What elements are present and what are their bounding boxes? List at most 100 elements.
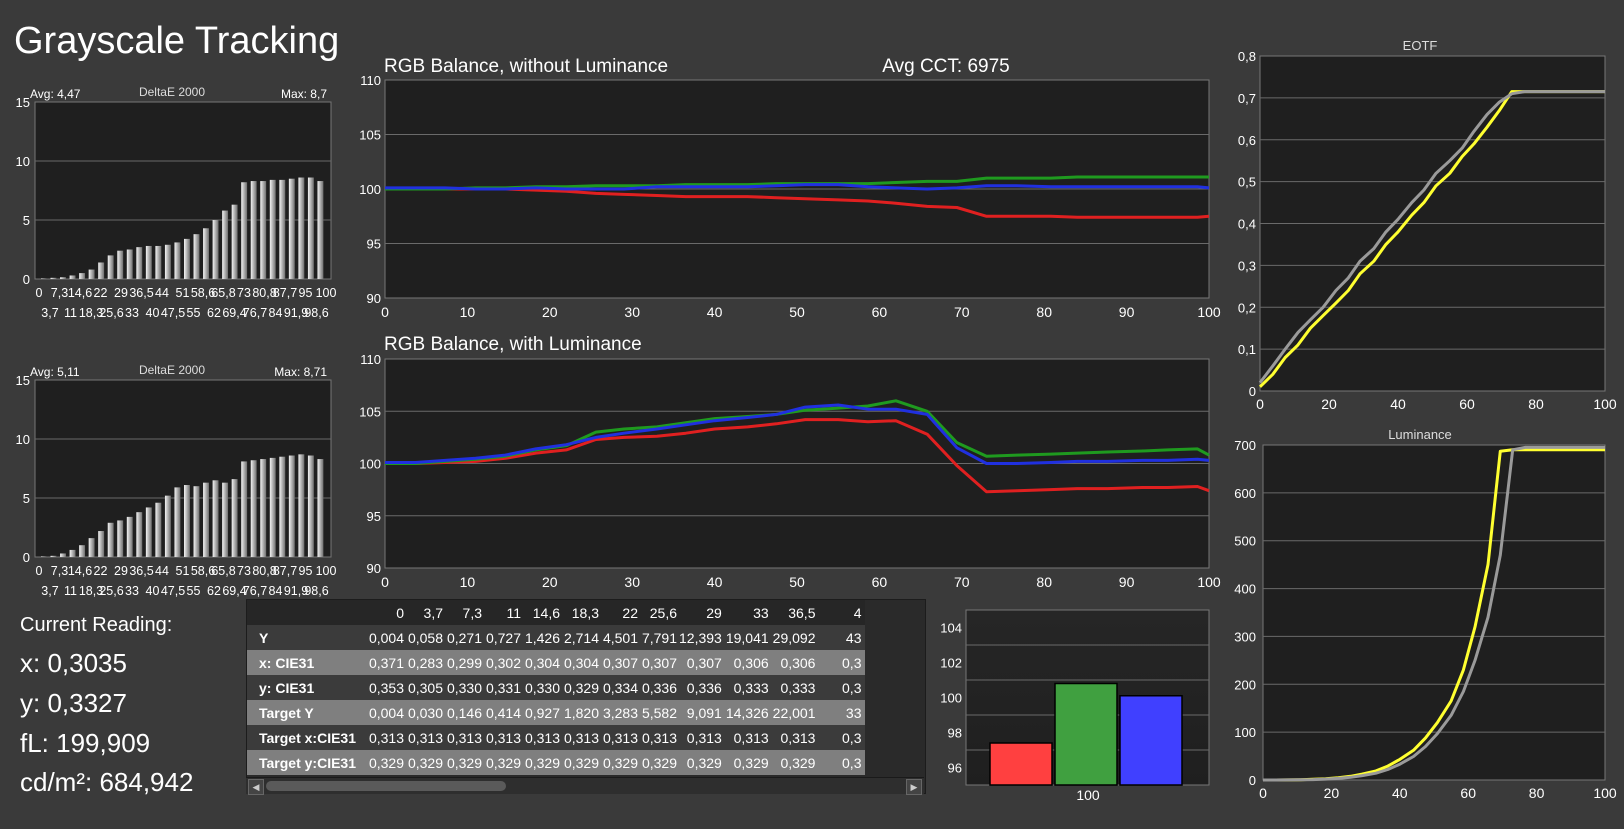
rgb2-ytick: 90 xyxy=(367,561,381,576)
deltae-xtick: 95 xyxy=(299,564,313,578)
rgb-bar-xlabel: 100 xyxy=(1076,787,1100,803)
table-cell: 0,371 xyxy=(367,650,406,675)
deltae-xtick: 3,7 xyxy=(41,306,58,320)
deltae-bar xyxy=(260,181,267,279)
table-cell: 0,333 xyxy=(725,675,773,700)
deltae-bar xyxy=(307,455,314,557)
deltae-plot-area xyxy=(34,379,332,558)
deltae-xtick: 3,7 xyxy=(41,584,58,598)
rgb2-ytick: 95 xyxy=(367,509,381,524)
deltae-bar xyxy=(184,485,190,557)
table-cell: 0,299 xyxy=(445,650,484,675)
measurement-table[interactable]: 0 3,7 7,3 11 14,6 18,3 22 25,6 29 33 36,5 4 Y 0,004 0… xyxy=(246,599,926,794)
deltae-bar xyxy=(269,457,276,557)
table-cell: 0,331 xyxy=(484,675,523,700)
deltae-bar xyxy=(298,454,305,557)
rgb1-title: RGB Balance, without Luminance xyxy=(384,56,668,77)
deltae-xtick: 80,8 xyxy=(252,564,276,578)
deltae-xtick: 44 xyxy=(155,564,169,578)
rgb-bar xyxy=(1119,695,1183,786)
table-column-header: 36,5 xyxy=(772,600,820,625)
table-cell: 0,313 xyxy=(406,725,445,750)
table-cell: 19,041 xyxy=(725,625,773,650)
rgb1-xtick: 50 xyxy=(789,304,805,320)
table-cell: 1,426 xyxy=(523,625,562,650)
scroll-thumb[interactable] xyxy=(266,781,506,791)
deltae-xtick: 98,6 xyxy=(304,306,328,320)
deltae-bar xyxy=(241,461,248,557)
deltae-xtick: 0 xyxy=(36,564,43,578)
table-cell: 0,329 xyxy=(772,750,820,775)
deltae-xtick: 65,8 xyxy=(211,286,235,300)
deltae-xtick: 62 xyxy=(207,306,221,320)
deltae-bar xyxy=(155,245,162,279)
deltae-xtick: 22 xyxy=(94,564,108,578)
eotf-xtick: 20 xyxy=(1321,396,1337,412)
table-cell: 0,329 xyxy=(725,750,773,775)
table-column-header: 14,6 xyxy=(523,600,562,625)
deltae-bar xyxy=(222,210,229,279)
table-cell: 0,329 xyxy=(406,750,445,775)
deltae-bar xyxy=(164,495,171,557)
deltae-xtick: 36,5 xyxy=(129,286,153,300)
deltae-ytick: 15 xyxy=(16,95,30,110)
deltae-xtick: 91,9 xyxy=(284,584,308,598)
table-cell: 0,307 xyxy=(679,650,726,675)
luminance-ytick: 100 xyxy=(1234,725,1256,740)
deltae-xtick: 58,6 xyxy=(191,564,215,578)
reading-fl: fL: 199,909 xyxy=(20,728,151,758)
deltae-ytick: 10 xyxy=(16,154,30,169)
eotf-xtick: 40 xyxy=(1390,396,1406,412)
table-horizontal-scrollbar[interactable]: ◀ ▶ xyxy=(246,777,924,795)
deltae-xtick: 47,5 xyxy=(161,306,185,320)
table-cell: 9,091 xyxy=(679,700,726,725)
row-label: Target Y xyxy=(247,700,367,725)
rgb2-title: RGB Balance, with Luminance xyxy=(384,334,642,355)
table-cell: 0,3 xyxy=(819,750,866,775)
deltae-xtick: 36,5 xyxy=(129,564,153,578)
deltae-bar xyxy=(88,538,95,557)
luminance-xtick: 80 xyxy=(1529,785,1545,801)
table-cell: 0,004 xyxy=(367,625,406,650)
table-cell: 0,333 xyxy=(772,675,820,700)
rgb-bar-ytick: 96 xyxy=(948,761,962,776)
table-cell: 0,305 xyxy=(406,675,445,700)
table-cell: 0,3 xyxy=(819,650,866,675)
rgb2-series-line xyxy=(385,403,1210,465)
rgb2-ytick: 105 xyxy=(359,404,381,419)
deltae-bar xyxy=(79,545,86,557)
table-cell: 0,727 xyxy=(484,625,523,650)
table-cell: 0,004 xyxy=(367,700,406,725)
rgb2-series-line xyxy=(385,418,1210,494)
table-cell: 0,329 xyxy=(640,750,679,775)
rgb-bar xyxy=(1054,682,1118,786)
table-column-header: 0 xyxy=(367,600,406,625)
avg-cct: Avg CCT: 6975 xyxy=(882,56,1009,77)
scroll-right-arrow-icon[interactable]: ▶ xyxy=(906,779,922,795)
scroll-left-arrow-icon[interactable]: ◀ xyxy=(248,779,264,795)
table-cell: 29,092 xyxy=(772,625,820,650)
table-cell: 0,283 xyxy=(406,650,445,675)
deltae-ytick: 5 xyxy=(23,213,30,228)
deltae-bar xyxy=(193,486,200,557)
table-cell: 0,414 xyxy=(484,700,523,725)
table-cell: 0,313 xyxy=(601,725,640,750)
luminance-ytick: 700 xyxy=(1234,438,1256,453)
deltae-bar xyxy=(317,181,324,279)
deltae-bar xyxy=(98,531,105,557)
rgb2-xtick: 0 xyxy=(381,574,389,590)
deltae-xtick: 40 xyxy=(146,306,160,320)
deltae-bar xyxy=(193,234,200,279)
deltae-bar xyxy=(203,482,209,557)
table-cell: 0,313 xyxy=(640,725,679,750)
deltae-bar xyxy=(155,502,162,557)
deltae-xtick: 47,5 xyxy=(161,584,185,598)
deltae-xtick: 95 xyxy=(299,286,313,300)
deltae-bar xyxy=(307,177,314,279)
table-cell: 0,3 xyxy=(819,725,866,750)
deltae-bar xyxy=(136,247,143,279)
deltae-bar xyxy=(184,238,190,279)
eotf-ytick: 0,3 xyxy=(1238,258,1256,273)
rgb-bar-ytick: 100 xyxy=(940,691,962,706)
